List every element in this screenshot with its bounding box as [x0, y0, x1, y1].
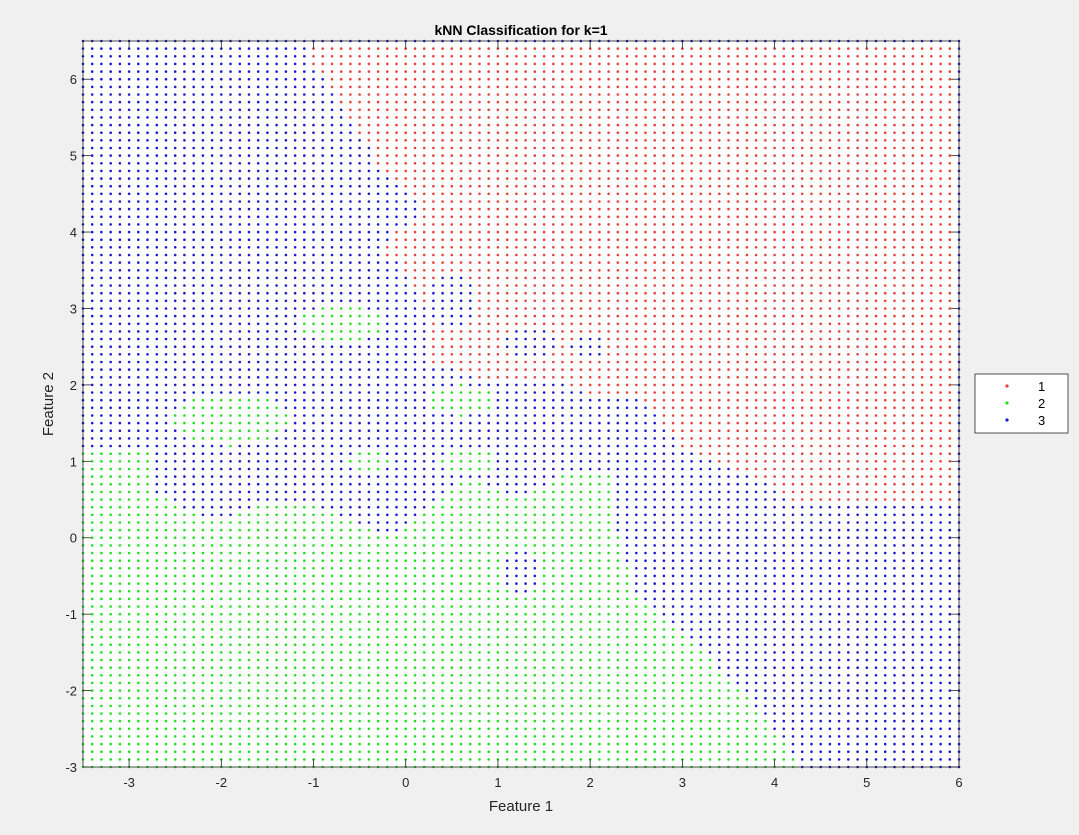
x-tick-label: -3	[123, 775, 135, 790]
legend-marker	[1005, 384, 1009, 388]
legend-item-3[interactable]: 3	[1005, 413, 1045, 428]
legend-marker	[1005, 418, 1009, 422]
x-tick-label: 4	[771, 775, 778, 790]
class-1-points	[312, 47, 952, 501]
axes-frame	[82, 40, 960, 768]
legend-item-1[interactable]: 1	[1005, 379, 1045, 394]
legend-label: 1	[1038, 379, 1045, 394]
x-tick-label: 3	[679, 775, 686, 790]
x-axis-ticks: -3 -2 -1 0 1 2 3 4 5 6	[123, 41, 963, 790]
legend-label: 2	[1038, 396, 1045, 411]
x-tick-label: 0	[402, 775, 409, 790]
x-tick-label: 2	[587, 775, 594, 790]
legend-items: 1 2 3	[1005, 379, 1045, 428]
legend-item-2[interactable]: 2	[1005, 396, 1045, 411]
x-tick-label: 1	[494, 775, 501, 790]
legend-box	[974, 373, 1069, 434]
x-axis-label: Feature 1	[489, 798, 553, 815]
y-axis-ticks: -3 -2 -1 0 1 2 3 4 5 6	[65, 72, 959, 775]
y-tick-label: 4	[70, 225, 77, 240]
y-tick-label: 6	[70, 72, 77, 87]
x-tick-label: -2	[216, 775, 228, 790]
y-tick-label: 0	[70, 531, 77, 546]
y-tick-label: 3	[70, 301, 77, 316]
axes-background	[83, 41, 959, 767]
y-tick-label: 5	[70, 149, 77, 164]
legend[interactable]: 1 2 3	[974, 373, 1069, 434]
x-tick-label: 6	[955, 775, 962, 790]
legend-label: 3	[1038, 413, 1045, 428]
y-tick-label: 2	[70, 378, 77, 393]
x-tick-label: -1	[308, 775, 320, 790]
y-tick-label: -1	[65, 607, 77, 622]
legend-marker	[1005, 401, 1009, 405]
y-tick-label: -3	[65, 760, 77, 775]
x-tick-label: 5	[863, 775, 870, 790]
y-axis-label: Feature 2	[40, 372, 57, 436]
chart-title: kNN Classification for k=1	[434, 22, 607, 38]
y-tick-label: -2	[65, 684, 77, 699]
y-tick-label: 1	[70, 454, 77, 469]
